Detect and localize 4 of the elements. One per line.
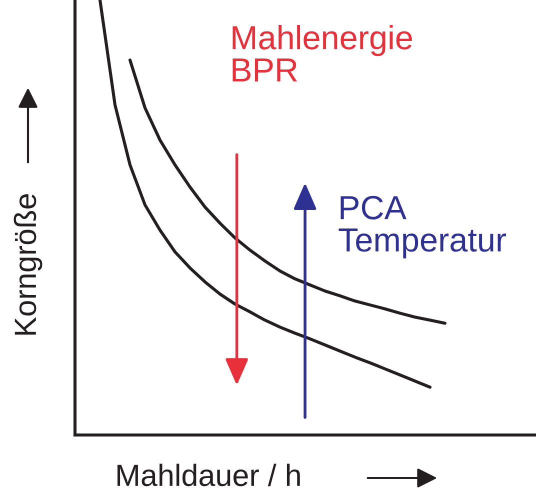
x-axis-title: Mahldauer / h [118, 464, 300, 486]
y-axis-title: Korngröße [14, 194, 42, 335]
annotation: Mahlenergie BPR [232, 25, 412, 82]
annotation: PCA Temperatur [338, 196, 506, 258]
